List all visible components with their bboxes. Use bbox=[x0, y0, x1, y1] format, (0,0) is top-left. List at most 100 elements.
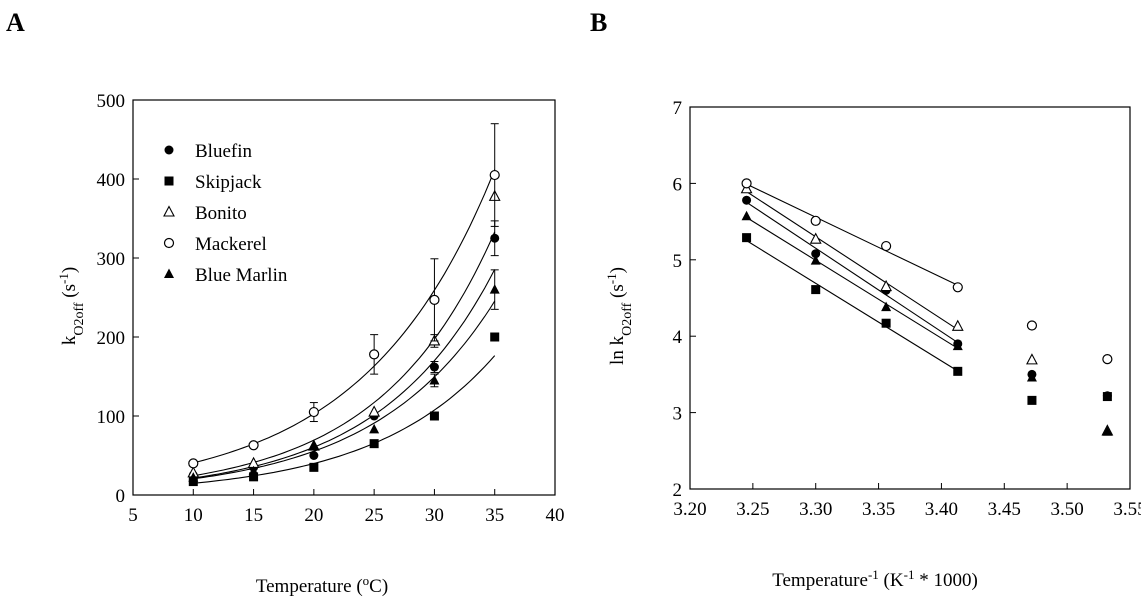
x-axis-label-b: Temperature-1 (K-1 * 1000) bbox=[772, 567, 978, 592]
fit-curve-a-skipjack bbox=[193, 355, 496, 484]
legend-marker-mackerel bbox=[163, 237, 175, 249]
data-point-a-bluefin bbox=[429, 362, 439, 372]
fit-curve-a-bonito bbox=[193, 231, 496, 477]
data-point-a-mackerel bbox=[188, 458, 199, 469]
legend-label-blue-marlin: Blue Marlin bbox=[195, 265, 288, 286]
data-point-b-bluefin bbox=[742, 195, 752, 205]
x-tick-label-b: 3.25 bbox=[736, 499, 769, 520]
data-point-a-blue-marlin bbox=[369, 423, 380, 434]
data-point-b-mackerel bbox=[881, 240, 892, 252]
x-tick-label-a: 10 bbox=[184, 505, 203, 526]
chart-b: 3.20 3.25 3.30 3.35 3.40 3.45 3.50 3.55 2 3 4 5 6 7 l… bbox=[604, 98, 1141, 592]
x-tick-label-b: 3.20 bbox=[673, 499, 706, 520]
fit-curve-a-bluefin bbox=[193, 269, 496, 479]
y-tick-label-a: 300 bbox=[97, 249, 126, 270]
fit-line-b-bonito bbox=[746, 191, 959, 331]
y-axis-label-a: kO2off (s-1) bbox=[56, 267, 87, 345]
fit-line-b-skipjack bbox=[746, 240, 959, 372]
x-tick-label-a: 20 bbox=[304, 505, 323, 526]
data-point-a-bluefin bbox=[309, 451, 319, 460]
x-tick-label-b: 3.55 bbox=[1113, 499, 1141, 520]
fit-curve-a-blue-marlin bbox=[193, 300, 496, 480]
x-tick-label-a: 15 bbox=[244, 505, 263, 526]
data-point-a-mackerel bbox=[489, 169, 500, 181]
legend-marker-bonito bbox=[163, 205, 175, 217]
x-tick-label-b: 3.45 bbox=[988, 499, 1021, 520]
fit-line-b-blue-marlin bbox=[746, 217, 959, 349]
legend-marker-skipjack bbox=[164, 176, 174, 186]
data-point-b-mackerel bbox=[1102, 354, 1113, 365]
data-point-b-blue-marlin bbox=[741, 210, 752, 221]
legend-label-skipjack: Skipjack bbox=[195, 172, 262, 193]
x-tick-label-a: 30 bbox=[425, 505, 444, 526]
y-tick-label-b: 2 bbox=[673, 480, 683, 501]
data-point-a-mackerel bbox=[429, 294, 440, 305]
data-point-b-skipjack bbox=[881, 318, 891, 328]
plot-area-b: 3.20 3.25 3.30 3.35 3.40 3.45 3.50 3.55 2 3 4 5 6 7 bbox=[673, 98, 1141, 520]
plot-area-a: 5 10 15 20 25 30 35 400100200300400500BluefinSk… bbox=[97, 91, 565, 526]
plot-frame-b bbox=[689, 106, 1131, 490]
legend-label-mackerel: Mackerel bbox=[195, 234, 267, 255]
y-tick-label-b: 3 bbox=[673, 404, 683, 425]
data-point-b-skipjack bbox=[811, 285, 821, 295]
data-point-a-skipjack bbox=[249, 472, 259, 482]
legend-marker-bluefin bbox=[164, 145, 174, 155]
y-tick-label-a: 500 bbox=[97, 91, 126, 112]
data-point-b-blue-marlin bbox=[1026, 371, 1037, 382]
data-point-b-bluefin bbox=[811, 249, 821, 259]
data-point-b-mackerel bbox=[1026, 320, 1038, 331]
data-point-b-skipjack bbox=[742, 233, 752, 243]
y-tick-label-a: 0 bbox=[116, 486, 126, 507]
data-point-b-mackerel bbox=[952, 282, 963, 293]
y-tick-label-a: 400 bbox=[97, 170, 126, 191]
y-tick-label-a: 200 bbox=[97, 328, 126, 349]
data-point-b-mackerel bbox=[810, 215, 821, 226]
data-point-a-mackerel bbox=[369, 349, 380, 360]
data-point-a-skipjack bbox=[309, 462, 319, 472]
x-tick-label-b: 3.35 bbox=[862, 499, 895, 520]
plot-frame-a bbox=[132, 99, 556, 496]
panel-a-letter: A bbox=[6, 8, 25, 37]
data-point-b-mackerel bbox=[741, 178, 752, 189]
y-tick-label-b: 6 bbox=[673, 174, 683, 195]
data-point-b-blue-marlin bbox=[1102, 426, 1113, 436]
data-point-a-skipjack bbox=[429, 411, 439, 421]
data-point-b-skipjack bbox=[1102, 392, 1112, 402]
data-point-a-mackerel bbox=[248, 440, 259, 451]
data-point-a-bonito bbox=[368, 405, 381, 417]
data-point-a-blue-marlin bbox=[489, 284, 500, 294]
data-point-a-blue-marlin bbox=[308, 440, 319, 451]
fit-line-b-mackerel bbox=[746, 183, 959, 286]
legend-label-bluefin: Bluefin bbox=[195, 141, 252, 162]
x-tick-label-a: 25 bbox=[365, 505, 384, 526]
x-tick-label-a: 35 bbox=[485, 505, 504, 526]
chart-a: 5 10 15 20 25 30 35 400100200300400500BluefinSk… bbox=[56, 91, 565, 598]
data-point-b-skipjack bbox=[1027, 395, 1037, 405]
data-point-b-bonito bbox=[951, 319, 964, 331]
data-point-a-skipjack bbox=[369, 439, 379, 449]
y-tick-label-b: 5 bbox=[673, 251, 683, 272]
data-point-b-blue-marlin bbox=[952, 340, 963, 351]
data-point-a-skipjack bbox=[490, 332, 500, 342]
data-point-b-skipjack bbox=[953, 366, 963, 376]
data-point-a-blue-marlin bbox=[248, 465, 259, 476]
y-tick-label-a: 100 bbox=[97, 407, 126, 428]
fit-line-b-bluefin bbox=[746, 201, 959, 344]
data-point-a-blue-marlin bbox=[188, 472, 199, 482]
y-tick-label-b: 7 bbox=[673, 98, 683, 119]
x-axis-label-a: Temperature (oC) bbox=[256, 573, 388, 598]
x-tick-label-b: 3.30 bbox=[799, 499, 832, 520]
panel-b-letter: B bbox=[590, 8, 608, 37]
data-point-a-mackerel bbox=[308, 406, 319, 418]
x-tick-label-b: 3.50 bbox=[1051, 499, 1084, 520]
data-point-b-bonito bbox=[809, 232, 822, 244]
data-point-a-blue-marlin bbox=[429, 374, 440, 385]
y-tick-label-b: 4 bbox=[673, 327, 683, 348]
data-point-b-blue-marlin bbox=[881, 301, 892, 312]
x-tick-label-a: 5 bbox=[128, 505, 138, 526]
data-point-b-bonito bbox=[1026, 353, 1038, 365]
legend-label-bonito: Bonito bbox=[195, 203, 247, 224]
data-point-b-blue-marlin bbox=[810, 255, 821, 265]
y-axis-label-b: ln kO2off (s-1) bbox=[604, 267, 635, 365]
x-tick-label-a: 40 bbox=[546, 505, 565, 526]
